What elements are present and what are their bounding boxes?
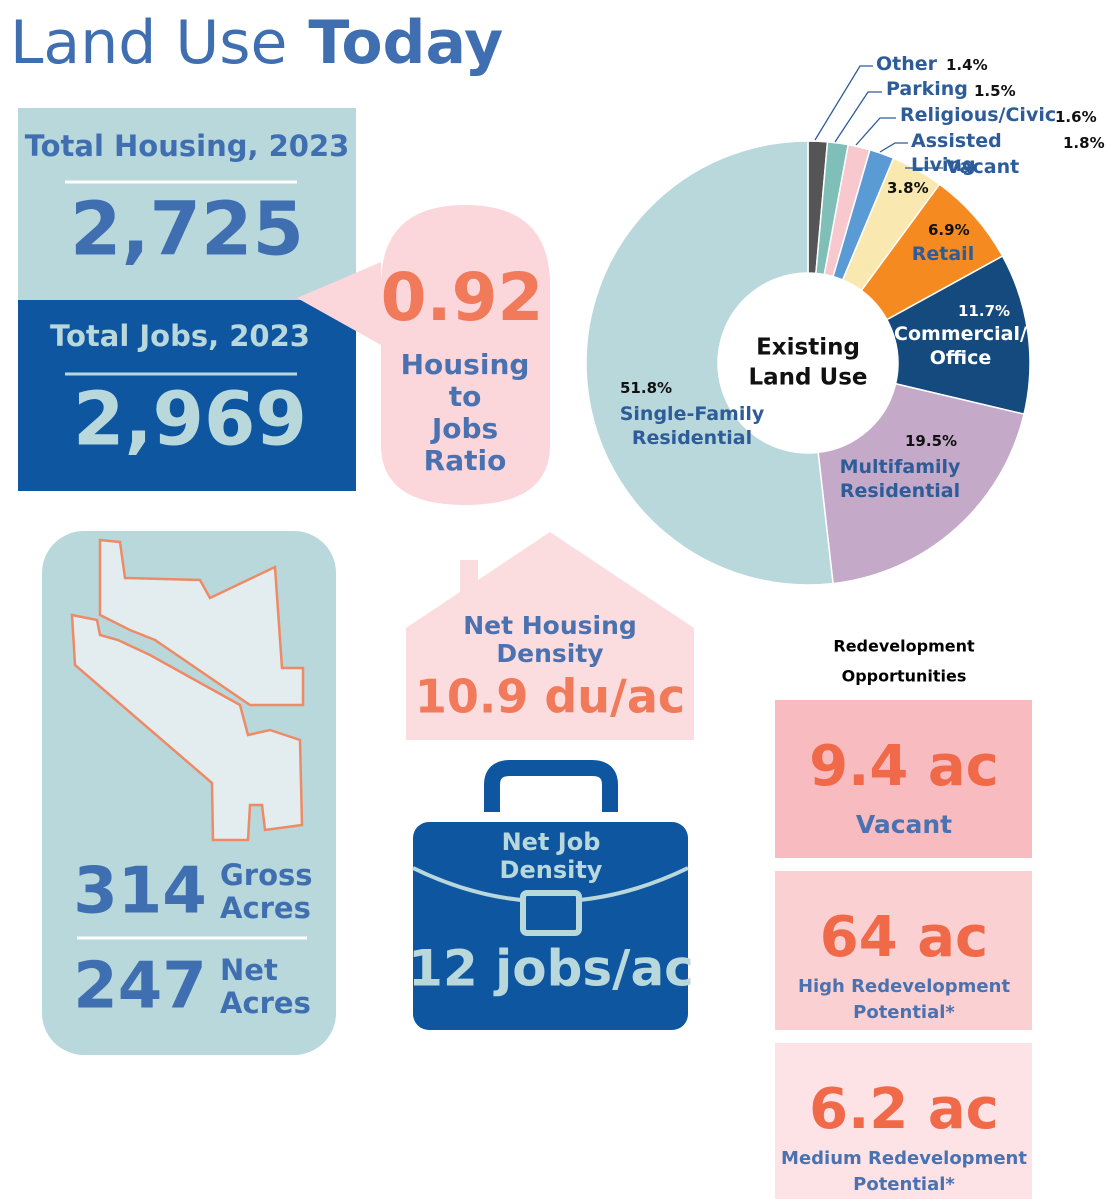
slice-label: Religious/Civic bbox=[900, 104, 1057, 126]
ratio-label: Housing bbox=[401, 348, 530, 381]
slice-value: 51.8% bbox=[620, 379, 673, 397]
slice-label: Vacant bbox=[946, 156, 1020, 178]
title-bold: Today bbox=[308, 8, 503, 78]
briefcase-clasp bbox=[520, 890, 582, 936]
slice-value: 6.9% bbox=[928, 221, 970, 239]
redevelopment-label: Potential* bbox=[853, 1174, 955, 1195]
jobs-box bbox=[18, 300, 356, 491]
donut-center-label: Land Use bbox=[749, 365, 868, 391]
redevelopment-value: 64 ac bbox=[820, 905, 988, 970]
donut-center-label: Existing bbox=[756, 335, 860, 361]
job-density-value: 12 jobs/ac bbox=[408, 940, 694, 998]
ratio-label: Ratio bbox=[424, 444, 507, 477]
title: Land Use Today bbox=[10, 8, 503, 78]
slice-value: 11.7% bbox=[958, 302, 1011, 320]
slice-label: Commercial/ Office bbox=[894, 323, 1027, 369]
housing-label: Total Housing, 2023 bbox=[25, 129, 350, 163]
slice-label: Retail bbox=[911, 243, 975, 265]
housing-density-label: Net Housing bbox=[463, 611, 637, 640]
ratio-bubble bbox=[297, 205, 550, 505]
gross-label: Acres bbox=[220, 891, 311, 925]
job-density-label: Density bbox=[500, 856, 603, 884]
slice-label: Multifamily Residential bbox=[839, 456, 961, 502]
slice-label: Parking bbox=[886, 78, 968, 100]
donut-hole bbox=[718, 273, 898, 453]
slice-value: 3.8% bbox=[887, 179, 929, 197]
housing-value: 2,725 bbox=[70, 187, 304, 273]
slice-value: 1.5% bbox=[974, 82, 1016, 100]
housing-density-label: Density bbox=[496, 639, 603, 668]
net-label: Acres bbox=[220, 986, 311, 1020]
redevelopment-label: Potential* bbox=[853, 1002, 955, 1023]
jobs-value: 2,969 bbox=[73, 377, 307, 463]
gross-value: 314 bbox=[73, 855, 207, 929]
ratio-label: Jobs bbox=[430, 412, 498, 445]
slice-label: Single-Family Residential bbox=[619, 403, 765, 449]
gross-label: Gross bbox=[220, 858, 313, 892]
redevelopment-box bbox=[775, 1043, 1032, 1199]
ratio-value: 0.92 bbox=[381, 259, 544, 336]
redevelopment-title: Opportunities bbox=[842, 667, 967, 686]
map-north bbox=[98, 538, 305, 707]
net-label: Net bbox=[220, 953, 278, 987]
redevelopment-box bbox=[775, 700, 1032, 858]
redevelopment-label: Medium Redevelopment bbox=[781, 1148, 1027, 1169]
donut-slice bbox=[817, 382, 1025, 585]
redevelopment-value: 6.2 ac bbox=[809, 1077, 999, 1142]
slice-value: 1.4% bbox=[946, 56, 988, 74]
map-south bbox=[70, 613, 304, 842]
briefcase-handle bbox=[484, 760, 618, 812]
slice-value: 1.8% bbox=[1063, 134, 1105, 152]
redevelopment-label: Vacant bbox=[856, 810, 952, 839]
redevelopment-box bbox=[775, 871, 1032, 1030]
slice-label: Assisted Living bbox=[911, 130, 1002, 176]
housing-box bbox=[18, 108, 356, 300]
job-density-label: Net Job bbox=[502, 828, 601, 856]
net-value: 247 bbox=[73, 950, 207, 1024]
redevelopment-value: 9.4 ac bbox=[809, 734, 999, 799]
house bbox=[406, 532, 694, 740]
leader-lines bbox=[814, 65, 943, 169]
title-light: Land Use bbox=[10, 8, 287, 78]
ratio-label: to bbox=[449, 380, 482, 413]
redevelopment-title: Redevelopment bbox=[833, 637, 975, 656]
housing-density-value: 10.9 du/ac bbox=[415, 670, 685, 724]
slice-value: 1.6% bbox=[1055, 108, 1097, 126]
slice-label: Other bbox=[876, 53, 938, 75]
jobs-label: Total Jobs, 2023 bbox=[50, 319, 310, 353]
slice-value: 19.5% bbox=[905, 432, 958, 450]
redevelopment-label: High Redevelopment bbox=[798, 976, 1011, 997]
